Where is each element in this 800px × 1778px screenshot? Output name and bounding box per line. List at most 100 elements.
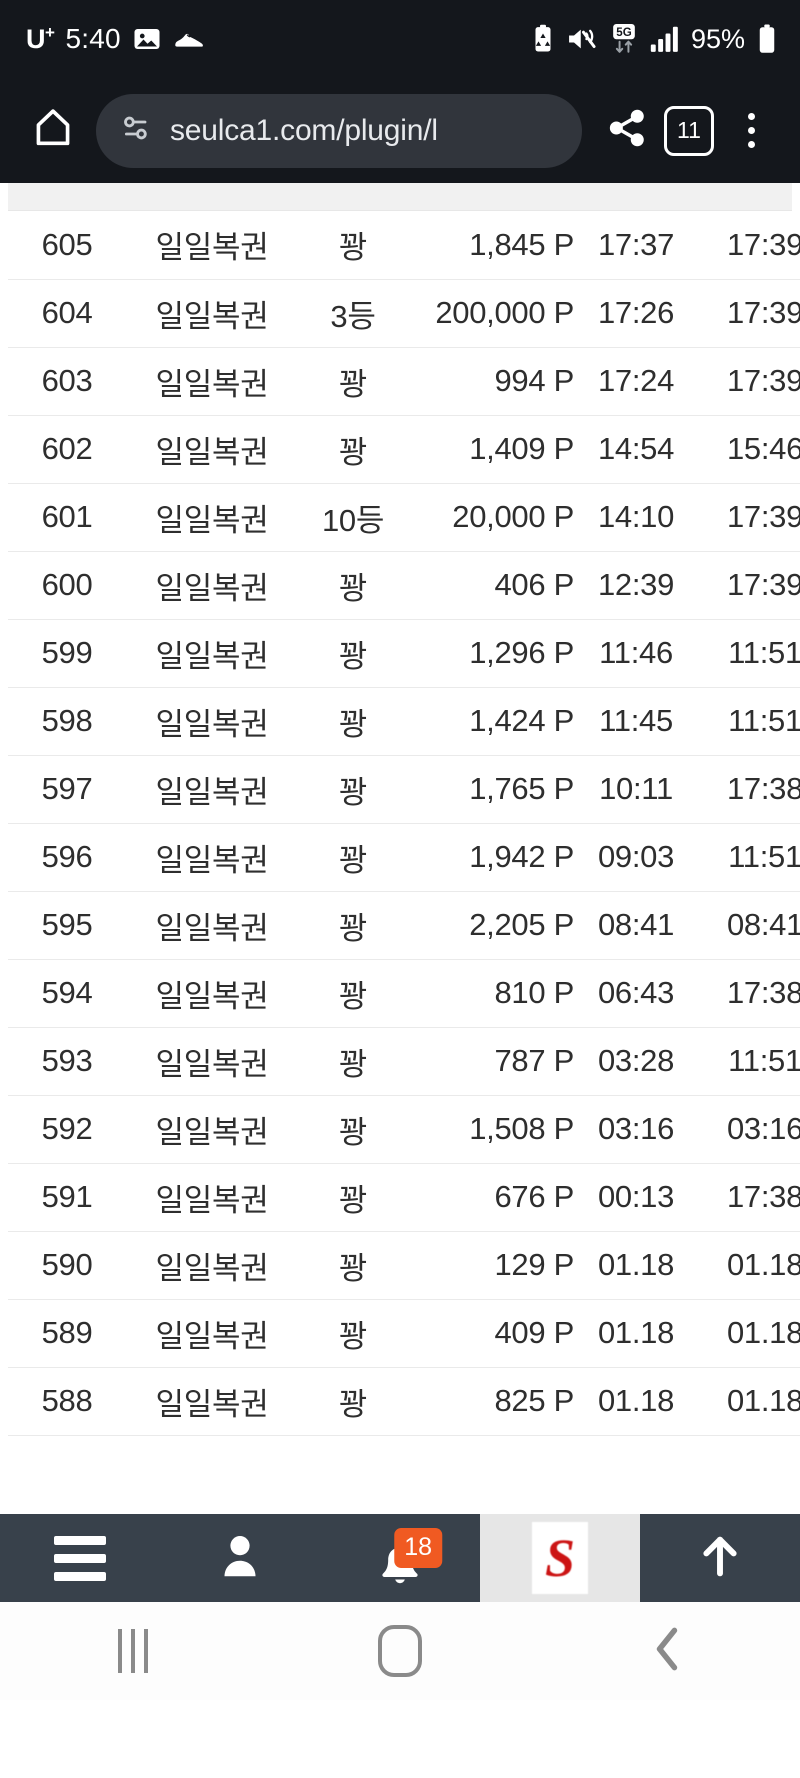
table-row[interactable]: 602 일일복권 꽝 1,409 P 14:54 15:46 (8, 415, 800, 484)
table-row[interactable]: 597 일일복권 꽝 1,765 P 10:11 17:38 (8, 755, 800, 824)
site-bottom-nav: 18 S (0, 1514, 800, 1602)
address-bar[interactable]: seulca1.com/plugin/l (96, 93, 582, 168)
cell-time-start: 14:10 (576, 483, 696, 552)
cell-amount: 1,942 P (408, 823, 576, 892)
cell-amount: 20,000 P (408, 483, 576, 552)
table-row[interactable]: 590 일일복권 꽝 129 P 01.18 01.18 (8, 1231, 800, 1300)
cell-no: 598 (8, 687, 126, 756)
share-icon (605, 106, 649, 155)
share-button[interactable] (596, 100, 658, 162)
cell-time-start: 10:11 (576, 755, 696, 824)
cell-amount: 1,845 P (408, 211, 576, 280)
table-row[interactable]: 595 일일복권 꽝 2,205 P 08:41 08:41 (8, 891, 800, 960)
tab-switcher-button[interactable]: 11 (658, 100, 720, 162)
cell-time-end: 17:39 (696, 551, 800, 620)
cell-amount: 200,000 P (408, 279, 576, 348)
android-status-bar: U+ 5:40 5G (0, 0, 800, 78)
cell-no: 590 (8, 1231, 126, 1300)
cell-rank: 꽝 (298, 891, 408, 960)
cell-name: 일일복권 (126, 619, 298, 688)
table-row[interactable]: 593 일일복권 꽝 787 P 03:28 11:51 (8, 1027, 800, 1096)
cell-time-end: 15:46 (696, 415, 800, 484)
table-row[interactable]: 604 일일복권 3등 200,000 P 17:26 17:39 (8, 279, 800, 348)
cell-amount: 129 P (408, 1231, 576, 1300)
cell-amount: 994 P (408, 347, 576, 416)
cell-rank: 꽝 (298, 687, 408, 756)
nav-item-scroll-top[interactable] (640, 1514, 800, 1602)
cell-rank: 꽝 (298, 347, 408, 416)
back-button[interactable] (533, 1623, 800, 1680)
home-icon (30, 105, 76, 156)
cell-rank: 꽝 (298, 1367, 408, 1436)
cell-time-end: 11:51 (696, 687, 800, 756)
cell-time-start: 06:43 (576, 959, 696, 1028)
cell-name: 일일복권 (126, 551, 298, 620)
home-button[interactable] (22, 100, 84, 162)
cell-time-end: 11:51 (696, 1027, 800, 1096)
cell-rank: 꽝 (298, 755, 408, 824)
nav-item-menu[interactable] (0, 1514, 160, 1602)
cell-no: 601 (8, 483, 126, 552)
cell-time-start: 14:54 (576, 415, 696, 484)
cell-no: 589 (8, 1299, 126, 1368)
cell-time-end: 11:51 (696, 619, 800, 688)
cell-name: 일일복권 (126, 1095, 298, 1164)
cell-name: 일일복권 (126, 959, 298, 1028)
table-row[interactable]: 599 일일복권 꽝 1,296 P 11:46 11:51 (8, 619, 800, 688)
notification-badge: 18 (394, 1528, 443, 1568)
table-row[interactable]: 596 일일복권 꽝 1,942 P 09:03 11:51 (8, 823, 800, 892)
table-row[interactable]: 603 일일복권 꽝 994 P 17:24 17:39 (8, 347, 800, 416)
cell-no: 604 (8, 279, 126, 348)
back-chevron-icon (650, 1623, 684, 1680)
cell-time-start: 17:37 (576, 211, 696, 280)
recents-icon (118, 1629, 149, 1673)
table-row[interactable]: 588 일일복권 꽝 825 P 01.18 01.18 (8, 1367, 800, 1436)
nav-item-notifications[interactable]: 18 (320, 1514, 480, 1602)
android-nav-bar (0, 1602, 800, 1700)
cell-no: 602 (8, 415, 126, 484)
table-row[interactable]: 591 일일복권 꽝 676 P 00:13 17:38 (8, 1163, 800, 1232)
home-button-android[interactable] (267, 1625, 534, 1677)
cell-no: 595 (8, 891, 126, 960)
cell-time-start: 09:03 (576, 823, 696, 892)
cell-no: 593 (8, 1027, 126, 1096)
nav-item-home[interactable]: S (480, 1514, 640, 1602)
cell-rank: 3등 (298, 279, 408, 348)
recents-button[interactable] (0, 1629, 267, 1673)
arrow-up-icon (697, 1532, 743, 1585)
cell-amount: 1,424 P (408, 687, 576, 756)
cell-time-start: 17:24 (576, 347, 696, 416)
web-page-content: 605 일일복권 꽝 1,845 P 17:37 17:39 604 일일복권 3등 200,00… (0, 183, 800, 1602)
table-row[interactable]: 592 일일복권 꽝 1,508 P 03:16 03:16 (8, 1095, 800, 1164)
cell-time-end: 17:38 (696, 1163, 800, 1232)
table-row[interactable]: 598 일일복권 꽝 1,424 P 11:45 11:51 (8, 687, 800, 756)
cell-time-end: 01.18 (696, 1367, 800, 1436)
cell-name: 일일복권 (126, 823, 298, 892)
cell-name: 일일복권 (126, 347, 298, 416)
hamburger-menu-icon (54, 1535, 106, 1581)
battery-saver-icon (531, 24, 555, 54)
cell-name: 일일복권 (126, 687, 298, 756)
cell-no: 605 (8, 211, 126, 280)
table-row[interactable]: 589 일일복권 꽝 409 P 01.18 01.18 (8, 1299, 800, 1368)
cell-name: 일일복권 (126, 755, 298, 824)
table-body: 605 일일복권 꽝 1,845 P 17:37 17:39 604 일일복권 3등 200,00… (8, 211, 800, 1436)
cell-time-end: 17:39 (696, 347, 800, 416)
cell-time-start: 11:45 (576, 687, 696, 756)
url-text[interactable]: seulca1.com/plugin/l (170, 113, 438, 147)
site-settings-icon[interactable] (118, 110, 154, 151)
cell-time-end: 17:38 (696, 959, 800, 1028)
cell-amount: 2,205 P (408, 891, 576, 960)
cell-amount: 409 P (408, 1299, 576, 1368)
cell-time-start: 17:26 (576, 279, 696, 348)
table-row[interactable]: 594 일일복권 꽝 810 P 06:43 17:38 (8, 959, 800, 1028)
table-row[interactable]: 605 일일복권 꽝 1,845 P 17:37 17:39 (8, 211, 800, 280)
cell-time-end: 01.18 (696, 1299, 800, 1368)
cell-rank: 꽝 (298, 1299, 408, 1368)
browser-menu-button[interactable] (720, 100, 782, 162)
status-clock: 5:40 (65, 23, 121, 54)
nav-item-profile[interactable] (160, 1514, 320, 1602)
table-row[interactable]: 600 일일복권 꽝 406 P 12:39 17:39 (8, 551, 800, 620)
cell-rank: 10등 (298, 483, 408, 552)
table-row[interactable]: 601 일일복권 10등 20,000 P 14:10 17:39 (8, 483, 800, 552)
